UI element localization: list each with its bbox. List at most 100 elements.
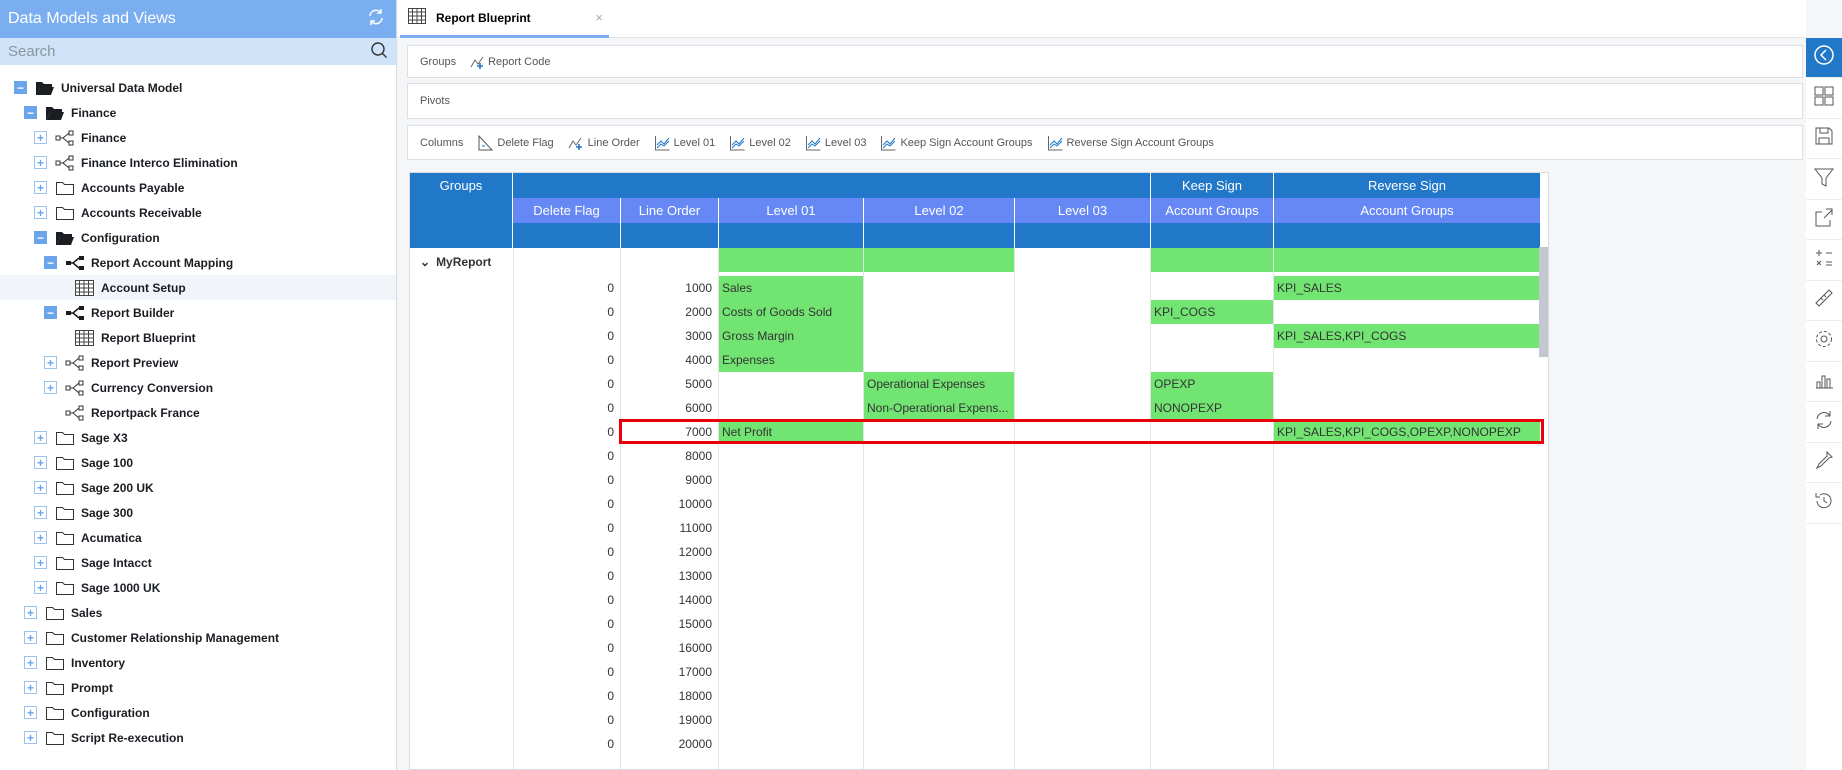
grid-cell-reverse[interactable] bbox=[1274, 708, 1540, 732]
grid-cell-reverse[interactable] bbox=[1274, 588, 1540, 612]
grid-cell-level03[interactable] bbox=[1015, 660, 1150, 684]
column-chip[interactable]: Delete Flag bbox=[477, 134, 554, 151]
grid-cell-delete-flag[interactable]: 0 bbox=[607, 449, 614, 463]
tree-item[interactable]: + Acumatica bbox=[0, 525, 396, 550]
tree-item[interactable]: + Finance bbox=[0, 125, 396, 150]
columns-drop-zone[interactable]: Columns Delete Flag Line Order Level 01 Lev… bbox=[407, 125, 1803, 160]
grid-cell-reverse[interactable] bbox=[1274, 372, 1540, 396]
grid-cell-reverse[interactable] bbox=[1274, 660, 1540, 684]
grid-cell-level03[interactable] bbox=[1015, 684, 1150, 708]
grid-cell-delete-flag[interactable]: 0 bbox=[607, 497, 614, 511]
group-chip-report-code[interactable]: Report Code bbox=[470, 55, 550, 69]
tree-item[interactable]: + Script Re-execution bbox=[0, 725, 396, 750]
collapse-icon[interactable]: − bbox=[44, 256, 57, 269]
chart-button[interactable] bbox=[1806, 362, 1842, 402]
grid-cell-keep[interactable] bbox=[1151, 276, 1273, 300]
grid-cell-level01[interactable] bbox=[719, 396, 863, 420]
grid-cell-level02[interactable] bbox=[864, 420, 1014, 444]
grid-cell-keep[interactable] bbox=[1151, 516, 1273, 540]
tree-item[interactable]: + Sales bbox=[0, 600, 396, 625]
grid-cell-level01[interactable] bbox=[719, 492, 863, 516]
settings-button[interactable] bbox=[1806, 322, 1842, 362]
grid-cell-keep[interactable] bbox=[1151, 564, 1273, 588]
expand-icon[interactable]: + bbox=[34, 181, 47, 194]
vertical-scrollbar[interactable] bbox=[1539, 247, 1548, 357]
grid-cell-reverse[interactable] bbox=[1274, 444, 1540, 468]
grid-cell-keep[interactable] bbox=[1151, 732, 1273, 756]
grid-cell-keep[interactable] bbox=[1151, 684, 1273, 708]
ruler-button[interactable] bbox=[1806, 281, 1842, 321]
expand-icon[interactable]: + bbox=[24, 631, 37, 644]
grid-cell-delete-flag[interactable]: 0 bbox=[607, 545, 614, 559]
pivots-drop-zone[interactable]: Pivots bbox=[407, 83, 1803, 119]
grid-cell-level03[interactable] bbox=[1015, 396, 1150, 420]
grid-cell-keep[interactable] bbox=[1151, 444, 1273, 468]
expand-icon[interactable]: + bbox=[24, 731, 37, 744]
expand-icon[interactable]: + bbox=[34, 481, 47, 494]
grid-cell-keep[interactable] bbox=[1151, 492, 1273, 516]
layout-button[interactable] bbox=[1806, 79, 1842, 119]
grid-cell-line-order[interactable]: 11000 bbox=[679, 521, 712, 535]
tree-item[interactable]: + Report Preview bbox=[0, 350, 396, 375]
grid-cell-line-order[interactable]: 15000 bbox=[678, 617, 712, 631]
grid-cell-keep[interactable]: OPEXP bbox=[1151, 372, 1273, 396]
grid-cell-delete-flag[interactable]: 0 bbox=[607, 713, 614, 727]
grid-cell-level01[interactable]: Net Profit bbox=[719, 420, 863, 444]
grid-cell-level01[interactable] bbox=[719, 660, 863, 684]
grid-cell-level03[interactable] bbox=[1015, 300, 1150, 324]
column-chip[interactable]: Keep Sign Account Groups bbox=[880, 135, 1033, 151]
grid-cell-reverse[interactable] bbox=[1274, 612, 1540, 636]
grid-cell-level03[interactable] bbox=[1015, 372, 1150, 396]
grid-cell-delete-flag[interactable]: 0 bbox=[607, 569, 614, 583]
grid-cell-level02[interactable] bbox=[864, 348, 1014, 372]
expand-icon[interactable]: + bbox=[34, 531, 47, 544]
eyedropper-button[interactable] bbox=[1806, 443, 1842, 483]
grid-cell-delete-flag[interactable]: 0 bbox=[607, 353, 614, 367]
grid-cell-keep[interactable] bbox=[1151, 324, 1273, 348]
grid-cell-level02[interactable] bbox=[864, 636, 1014, 660]
tree-item[interactable]: Account Setup bbox=[0, 275, 396, 300]
grid-cell-level02[interactable] bbox=[864, 276, 1014, 300]
grid-cell-keep[interactable] bbox=[1151, 588, 1273, 612]
grid-cell-level01[interactable] bbox=[719, 468, 863, 492]
expand-icon[interactable]: + bbox=[34, 456, 47, 469]
grid-cell-line-order[interactable]: 5000 bbox=[685, 377, 712, 391]
grid-cell-level02[interactable] bbox=[864, 684, 1014, 708]
grid-cell-line-order[interactable]: 16000 bbox=[678, 641, 712, 655]
grid-cell-level02[interactable] bbox=[864, 660, 1014, 684]
grid-cell-reverse[interactable]: KPI_SALES,KPI_COGS bbox=[1274, 324, 1540, 348]
tree-item[interactable]: + Sage Intacct bbox=[0, 550, 396, 575]
tree-item[interactable]: + Sage 300 bbox=[0, 500, 396, 525]
grid-cell-line-order[interactable]: 12000 bbox=[678, 545, 712, 559]
grid-cell-level03[interactable] bbox=[1015, 492, 1150, 516]
column-chip[interactable]: Level 02 bbox=[729, 135, 791, 151]
column-chip[interactable]: Reverse Sign Account Groups bbox=[1047, 135, 1214, 151]
expand-icon[interactable]: + bbox=[34, 206, 47, 219]
grid-cell-line-order[interactable]: 14000 bbox=[678, 593, 712, 607]
grid-cell-delete-flag[interactable]: 0 bbox=[607, 617, 614, 631]
tree-item[interactable]: Reportpack France bbox=[0, 400, 396, 425]
grid-cell-delete-flag[interactable]: 0 bbox=[607, 521, 614, 535]
grid-cell-level01[interactable] bbox=[719, 732, 863, 756]
grid-cell-reverse[interactable] bbox=[1274, 396, 1540, 420]
grid-cell-level03[interactable] bbox=[1015, 324, 1150, 348]
grid-cell-delete-flag[interactable]: 0 bbox=[607, 665, 614, 679]
grid-cell-reverse[interactable] bbox=[1274, 636, 1540, 660]
grid-cell-level01[interactable]: Gross Margin bbox=[719, 324, 863, 348]
groups-header[interactable]: Groups bbox=[410, 173, 513, 248]
grid-cell-level02[interactable] bbox=[864, 564, 1014, 588]
grid-cell-level01[interactable] bbox=[719, 540, 863, 564]
grid-cell-level02[interactable] bbox=[864, 468, 1014, 492]
column-chip[interactable]: Line Order bbox=[568, 135, 640, 151]
expand-icon[interactable]: + bbox=[24, 606, 37, 619]
grid-cell-reverse[interactable] bbox=[1274, 684, 1540, 708]
grid-cell-keep[interactable] bbox=[1151, 660, 1273, 684]
tree-item[interactable]: + Configuration bbox=[0, 700, 396, 725]
grid-cell-level03[interactable] bbox=[1015, 612, 1150, 636]
tree-item[interactable]: + Currency Conversion bbox=[0, 375, 396, 400]
grid-cell-delete-flag[interactable]: 0 bbox=[607, 281, 614, 295]
search-input[interactable]: Search bbox=[0, 38, 396, 65]
grid-cell-level01[interactable] bbox=[719, 708, 863, 732]
grid-cell-level02[interactable] bbox=[864, 516, 1014, 540]
expand-icon[interactable]: + bbox=[34, 581, 47, 594]
